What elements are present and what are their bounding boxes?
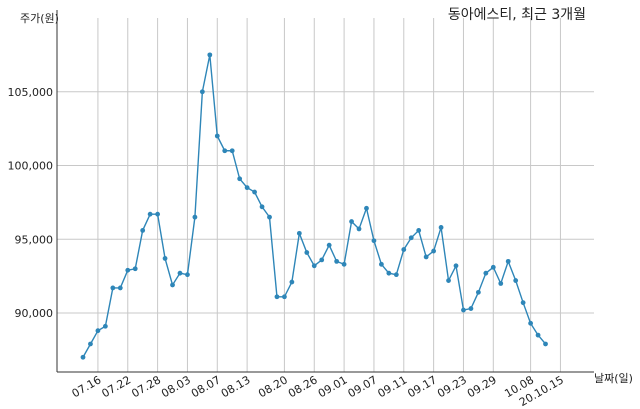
x-tick-label: 09.01 bbox=[316, 373, 350, 400]
data-point bbox=[170, 282, 175, 288]
data-point bbox=[289, 279, 295, 285]
data-point bbox=[431, 248, 437, 254]
x-axis-label: 날짜(일) bbox=[594, 372, 633, 385]
data-point bbox=[453, 263, 459, 269]
data-point bbox=[252, 189, 257, 195]
data-point bbox=[311, 263, 317, 269]
data-point bbox=[438, 225, 444, 230]
chart-title: 동아에스티, 최근 3개월 bbox=[447, 7, 586, 23]
data-point bbox=[543, 341, 548, 347]
data-point bbox=[274, 294, 280, 300]
y-tick-label: 90,000 bbox=[15, 307, 54, 320]
data-point bbox=[408, 235, 414, 241]
data-point bbox=[528, 320, 533, 326]
data-point bbox=[423, 254, 429, 260]
data-point bbox=[498, 281, 504, 286]
data-point bbox=[80, 354, 86, 360]
axes bbox=[56, 10, 594, 373]
data-point bbox=[341, 261, 347, 267]
x-tick-label: 08.13 bbox=[219, 373, 253, 400]
data-point bbox=[535, 332, 541, 338]
data-point bbox=[267, 214, 272, 220]
data-point bbox=[468, 306, 474, 311]
data-point bbox=[379, 261, 384, 267]
data-point bbox=[222, 148, 228, 154]
data-point bbox=[282, 294, 287, 300]
data-point bbox=[192, 214, 198, 220]
data-point bbox=[513, 278, 519, 283]
y-tick-label: 105,000 bbox=[8, 86, 54, 99]
x-tick-label: 08.03 bbox=[159, 373, 193, 400]
data-point bbox=[117, 285, 123, 291]
data-point bbox=[185, 272, 190, 278]
x-tick-label: 09.07 bbox=[346, 373, 380, 400]
data-point bbox=[371, 238, 377, 244]
data-point bbox=[416, 228, 422, 233]
data-point bbox=[304, 250, 310, 255]
data-point bbox=[229, 148, 235, 154]
data-point bbox=[520, 300, 526, 306]
data-point bbox=[349, 219, 354, 224]
data-point bbox=[110, 285, 116, 291]
data-point bbox=[326, 242, 332, 248]
data-point bbox=[296, 230, 302, 236]
y-tick-label: 100,000 bbox=[8, 160, 54, 173]
data-point bbox=[483, 270, 489, 276]
data-point bbox=[102, 323, 108, 329]
data-point bbox=[319, 257, 325, 263]
data-point bbox=[162, 256, 168, 261]
data-point bbox=[95, 328, 101, 334]
data-point bbox=[334, 258, 340, 264]
data-point bbox=[147, 211, 153, 217]
data-point bbox=[207, 52, 213, 58]
data-point bbox=[401, 247, 407, 252]
y-tick-label: 95,000 bbox=[15, 233, 54, 246]
data-point bbox=[140, 228, 146, 233]
data-point bbox=[125, 267, 131, 273]
y-axis-label: 주가(원) bbox=[20, 12, 59, 25]
data-point bbox=[356, 226, 362, 232]
data-point bbox=[386, 270, 392, 276]
x-tick-label: 07.16 bbox=[70, 373, 104, 400]
data-point bbox=[244, 185, 250, 191]
data-point bbox=[259, 204, 265, 210]
x-tick-label: 07.22 bbox=[99, 373, 133, 400]
x-tick-label: 09.29 bbox=[465, 373, 499, 400]
x-tick-label: 08.26 bbox=[286, 373, 320, 400]
data-point bbox=[475, 289, 481, 295]
x-tick-label: 07.28 bbox=[129, 373, 163, 400]
x-tick-label: 09.17 bbox=[405, 373, 439, 400]
x-tick-label: 09.11 bbox=[376, 373, 410, 400]
data-point bbox=[505, 258, 511, 264]
data-point bbox=[237, 176, 243, 182]
vertical-gridlines bbox=[97, 18, 561, 372]
x-tick-label: 09.23 bbox=[435, 373, 469, 400]
y-tick-labels: 90,000 95,000 100,000 105,000 bbox=[8, 86, 54, 320]
price-series bbox=[80, 52, 548, 360]
data-point bbox=[364, 205, 369, 211]
data-point bbox=[461, 307, 466, 313]
data-point bbox=[177, 270, 183, 276]
data-point bbox=[88, 341, 93, 347]
data-point bbox=[199, 89, 205, 95]
data-point bbox=[393, 272, 399, 278]
data-point bbox=[446, 278, 451, 283]
data-point bbox=[490, 264, 496, 270]
data-point bbox=[132, 266, 138, 272]
data-point bbox=[214, 133, 220, 139]
horizontal-gridlines bbox=[57, 91, 594, 314]
x-tick-label: 08.07 bbox=[189, 373, 223, 400]
x-tick-label: 08.20 bbox=[256, 373, 290, 400]
data-point bbox=[155, 211, 161, 217]
